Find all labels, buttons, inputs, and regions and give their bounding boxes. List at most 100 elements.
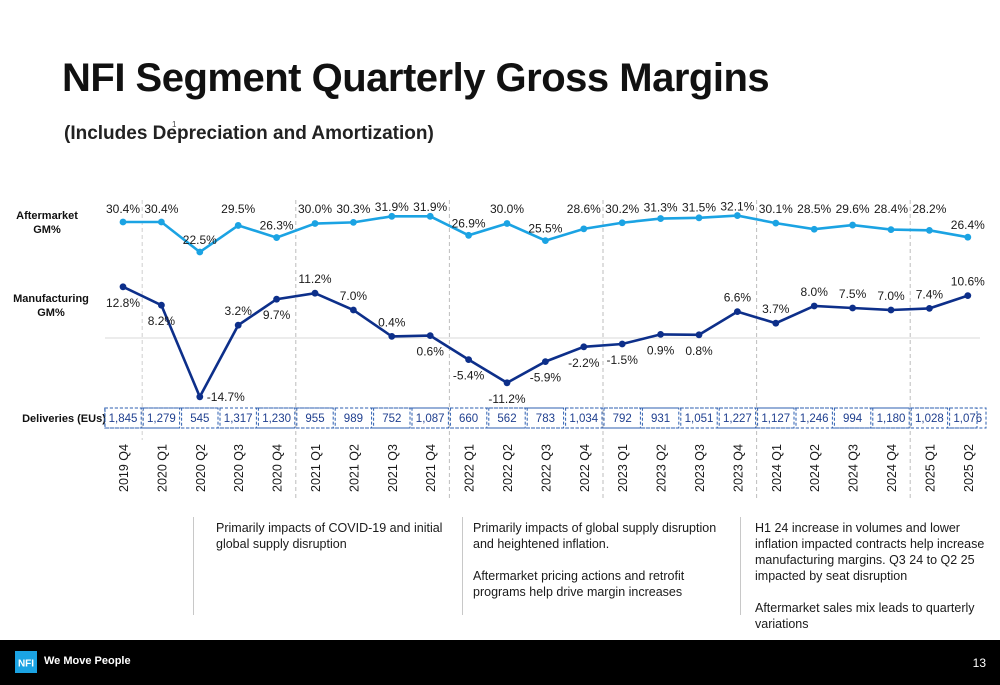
deliveries-value: 1,227 xyxy=(723,413,752,425)
aftermarket-point xyxy=(426,212,434,220)
manufacturing-point xyxy=(542,358,549,365)
category-label: 2020 Q2 xyxy=(194,444,208,492)
aftermarket-point xyxy=(810,225,818,233)
manufacturing-data-label: 3.7% xyxy=(762,302,790,316)
annotation-volumes: H1 24 increase in volumes and lower infl… xyxy=(755,520,993,632)
deliveries-cell xyxy=(334,407,373,429)
manufacturing-point xyxy=(273,295,280,303)
deliveries-value: 545 xyxy=(190,413,209,425)
annotation-divider-2 xyxy=(462,517,463,615)
annotation-text: Primarily impacts of COVID-19 and initia… xyxy=(216,521,443,551)
aftermarket-data-label: 28.6% xyxy=(567,202,601,216)
annotation-divider-3 xyxy=(740,517,741,615)
aftermarket-data-label: 26.9% xyxy=(452,216,486,230)
aftermarket-point xyxy=(119,218,127,226)
deliveries-cell xyxy=(872,407,910,429)
deliveries-cell xyxy=(603,407,641,429)
aftermarket-data-label: 29.5% xyxy=(221,202,255,216)
aftermarket-point xyxy=(388,212,396,220)
category-label: 2024 Q4 xyxy=(885,444,899,492)
manufacturing-point xyxy=(350,306,357,314)
manufacturing-data-label: 8.0% xyxy=(801,285,829,299)
aftermarket-data-label: 30.4% xyxy=(144,202,178,216)
deliveries-cell xyxy=(104,407,142,429)
category-label: 2023 Q4 xyxy=(731,444,745,492)
aftermarket-point xyxy=(311,220,319,227)
aftermarket-point xyxy=(158,218,165,226)
manufacturing-data-label: 12.8% xyxy=(106,296,140,310)
aftermarket-data-label: 22.5% xyxy=(183,233,217,247)
manufacturing-data-label: 7.0% xyxy=(340,289,368,303)
deliveries-row-label: Deliveries (EUs) xyxy=(22,413,106,425)
deliveries-cell xyxy=(181,407,219,429)
manufacturing-point xyxy=(695,331,703,339)
aftermarket-row-label: Aftermarket xyxy=(16,210,78,222)
manufacturing-point xyxy=(465,356,472,363)
aftermarket-point xyxy=(465,231,472,239)
footer-tagline: We Move People xyxy=(44,655,131,667)
deliveries-value: 1,127 xyxy=(761,413,790,425)
manufacturing-point xyxy=(618,340,626,348)
manufacturing-data-label: 0.4% xyxy=(378,315,406,329)
aftermarket-point xyxy=(695,214,703,222)
deliveries-value: 792 xyxy=(613,413,632,425)
manufacturing-data-label: 9.7% xyxy=(263,308,291,322)
deliveries-cell xyxy=(488,407,526,429)
category-label: 2019 Q4 xyxy=(117,444,131,492)
aftermarket-point xyxy=(196,248,204,256)
annotation-divider-1 xyxy=(193,517,194,615)
manufacturing-data-label: 7.0% xyxy=(877,289,905,303)
deliveries-value: 562 xyxy=(497,413,516,425)
logo-text: NFI xyxy=(18,659,34,670)
manufacturing-point xyxy=(964,292,972,299)
manufacturing-point xyxy=(926,305,933,312)
aftermarket-data-label: 31.5% xyxy=(682,200,716,214)
category-label: 2025 Q1 xyxy=(923,444,937,492)
annotation-text: Aftermarket pricing actions and retrofit… xyxy=(473,569,685,599)
nfi-logo-icon: NFI xyxy=(15,651,37,673)
manufacturing-point xyxy=(849,304,856,312)
deliveries-value: 1,076 xyxy=(953,413,982,425)
manufacturing-point xyxy=(426,332,434,339)
aftermarket-data-label: 30.3% xyxy=(336,202,370,216)
manufacturing-data-label: 7.5% xyxy=(839,287,867,301)
deliveries-value: 752 xyxy=(382,413,401,425)
aftermarket-point xyxy=(234,222,242,229)
deliveries-cell xyxy=(296,407,334,429)
manufacturing-point xyxy=(234,321,242,329)
aftermarket-row-label: GM% xyxy=(33,224,61,236)
annotation-text: Primarily impacts of global supply disru… xyxy=(473,521,717,551)
aftermarket-data-label: 26.4% xyxy=(951,218,985,232)
aftermarket-point xyxy=(657,215,664,222)
category-label: 2021 Q4 xyxy=(424,444,438,492)
deliveries-cell xyxy=(449,407,488,429)
aftermarket-data-label: 28.4% xyxy=(874,202,908,216)
manufacturing-data-label: 8.2% xyxy=(148,314,176,328)
deliveries-value: 955 xyxy=(305,413,324,425)
aftermarket-point xyxy=(350,218,357,226)
category-label: 2023 Q2 xyxy=(655,444,669,492)
category-label: 2021 Q2 xyxy=(347,444,361,492)
aftermarket-point xyxy=(542,237,549,245)
deliveries-value: 1,087 xyxy=(416,413,445,425)
annotation-supply: Primarily impacts of global supply disru… xyxy=(473,520,731,600)
aftermarket-point xyxy=(734,212,741,219)
manufacturing-data-label: 0.6% xyxy=(417,345,445,359)
deliveries-value: 783 xyxy=(536,413,555,425)
aftermarket-data-label: 30.4% xyxy=(106,202,140,216)
manufacturing-data-label: -14.7% xyxy=(207,390,245,404)
annotation-text: Aftermarket sales mix leads to quarterly… xyxy=(755,601,975,631)
deliveries-cell xyxy=(142,407,181,429)
aftermarket-point xyxy=(887,226,895,234)
deliveries-value: 660 xyxy=(459,413,478,425)
aftermarket-data-label: 31.9% xyxy=(413,200,447,214)
manufacturing-point xyxy=(196,393,204,401)
footer-bar xyxy=(0,640,1000,685)
manufacturing-data-label: -5.4% xyxy=(453,369,485,383)
category-label: 2022 Q1 xyxy=(463,444,477,492)
aftermarket-data-label: 31.9% xyxy=(375,200,409,214)
manufacturing-data-label: 0.8% xyxy=(685,344,713,358)
manufacturing-point xyxy=(580,343,588,351)
manufacturing-row-label: Manufacturing xyxy=(13,293,89,305)
footnote-marker: 1 xyxy=(172,120,177,129)
